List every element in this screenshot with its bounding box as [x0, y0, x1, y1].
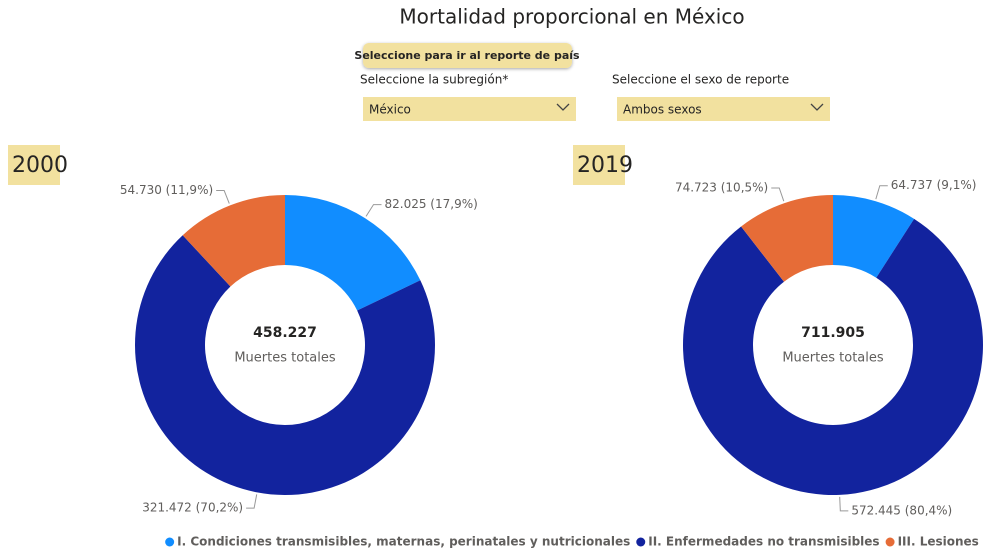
data-label: 64.737 (9,1%) [891, 178, 977, 192]
leader-line [771, 187, 785, 202]
total-value: 458.227 [253, 325, 317, 341]
dropdown-bg[interactable] [363, 97, 576, 121]
button-text[interactable]: Seleccione para ir al reporte de país [354, 49, 580, 62]
chart-title: 2019 [577, 153, 633, 178]
sex-dropdown[interactable]: Ambos sexos [617, 97, 830, 121]
total-caption: Muertes totales [782, 351, 884, 366]
chevron[interactable] [810, 103, 824, 111]
sex-label: Seleccione el sexo de reporte [612, 73, 789, 87]
year-box [8, 145, 60, 185]
legend-swatch [885, 537, 895, 547]
data-label: 321.472 (70,2%) [142, 501, 243, 515]
legend-label: III. Lesiones [898, 535, 979, 549]
dropdown-value[interactable]: Ambos sexos [623, 103, 702, 117]
donut-slice [285, 195, 421, 311]
data-label: 54.730 (11,9%) [120, 183, 213, 197]
leader-line [216, 190, 230, 204]
legend-label: II. Enfermedades no transmisibles [648, 535, 879, 549]
leader-line [875, 185, 888, 200]
leader-line [246, 494, 258, 509]
chevron[interactable] [556, 103, 570, 111]
chart-title: 2000 [12, 153, 68, 178]
legend-label: I. Condiciones transmisibles, maternas, … [177, 535, 630, 549]
donut-slice [682, 218, 983, 496]
subregion-label: Seleccione la subregión* [360, 73, 508, 87]
data-label: 82.025 (17,9%) [385, 197, 478, 211]
report-button[interactable]: Seleccione para ir al reporte de país [354, 43, 580, 68]
donut-slice [741, 195, 833, 282]
dropdown-value[interactable]: México [369, 103, 411, 117]
leader-line [365, 204, 382, 217]
donut-slice [833, 195, 915, 278]
leader-line [839, 496, 849, 512]
year-box [573, 145, 625, 185]
data-label: 572.445 (80,4%) [851, 503, 952, 517]
donut-slice [135, 235, 436, 495]
page-title: Mortalidad proporcional en México [399, 5, 744, 29]
legend-swatch [636, 537, 646, 547]
legend-swatch [165, 537, 175, 547]
dropdown-bg[interactable] [617, 97, 830, 121]
button-bg[interactable] [363, 43, 572, 68]
total-caption: Muertes totales [234, 351, 336, 366]
data-label: 74.723 (10,5%) [675, 180, 768, 194]
total-value: 711.905 [801, 325, 865, 341]
donut-slice [182, 195, 285, 287]
subregion-dropdown[interactable]: México [363, 97, 576, 121]
